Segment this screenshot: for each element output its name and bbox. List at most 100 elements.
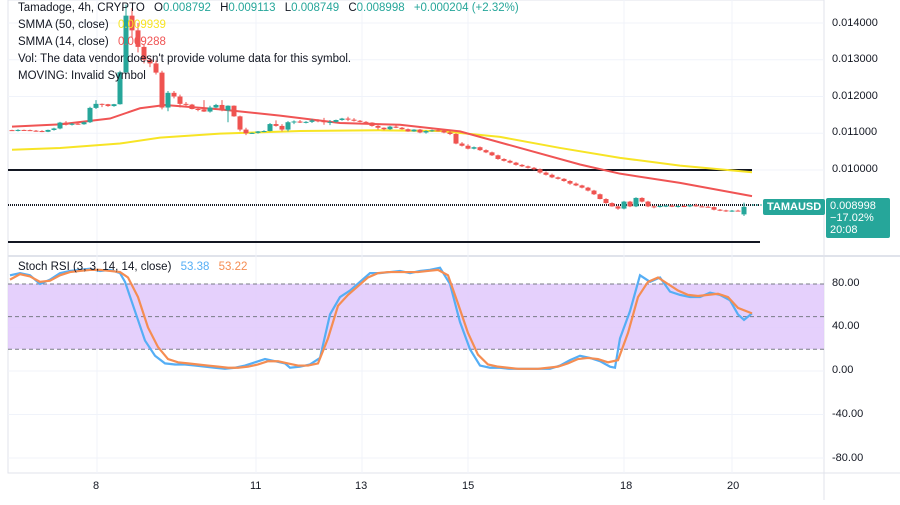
candle-body <box>423 131 429 133</box>
candle-body <box>195 108 201 110</box>
smma14-legend[interactable]: SMMA (14, close) 0.009288 <box>18 34 166 50</box>
candle-body <box>255 131 261 133</box>
smma14-value: 0.009288 <box>117 36 166 48</box>
candle-body <box>537 169 543 173</box>
low-label: L <box>284 2 292 14</box>
candle-body <box>369 122 375 126</box>
candle-body <box>705 206 711 208</box>
candle-body <box>321 121 327 123</box>
candle-body <box>483 150 489 153</box>
stoch-tick: -80.00 <box>832 452 864 464</box>
stoch-tick: -40.00 <box>832 408 864 420</box>
candle-body <box>501 158 507 161</box>
candle-body <box>189 104 195 109</box>
candle-body <box>597 194 603 200</box>
candle-body <box>519 164 525 167</box>
candle-body <box>699 206 705 208</box>
candle-body <box>261 131 267 133</box>
candle-body <box>339 118 345 121</box>
candle-body <box>141 46 147 60</box>
candle-body <box>15 129 21 131</box>
candle-body <box>123 15 129 73</box>
close-value: 0.008998 <box>356 2 405 14</box>
candle-body <box>549 174 555 178</box>
low-value: 0.008749 <box>291 2 340 14</box>
candle-body <box>309 120 315 122</box>
candle-body <box>669 205 675 207</box>
candle-body <box>399 127 405 130</box>
candle-body <box>363 121 369 123</box>
candle-body <box>57 122 63 129</box>
candle-body <box>663 205 669 207</box>
candle-body <box>609 203 615 207</box>
candle-body <box>591 190 597 195</box>
candle-body <box>621 201 627 209</box>
candle-body <box>627 201 633 207</box>
candle-body <box>381 127 387 130</box>
candle-body <box>165 92 171 108</box>
candle-body <box>93 103 99 108</box>
candle-body <box>579 185 585 188</box>
candle-body <box>345 118 351 120</box>
candle-body <box>207 107 213 112</box>
time-tick: 8 <box>93 480 100 492</box>
candle-body <box>21 129 27 131</box>
price-tick: 0.012000 <box>832 90 878 102</box>
candle-body <box>27 130 33 132</box>
candle-body <box>51 128 57 130</box>
change-percent: −17.02% <box>830 212 874 224</box>
stoch-d-value: 53.22 <box>218 261 248 273</box>
candle-body <box>555 177 561 179</box>
candle-body <box>687 205 693 207</box>
candle-body <box>63 122 69 125</box>
candle-body <box>9 130 15 132</box>
candle-body <box>429 130 435 132</box>
candle-body <box>249 132 255 134</box>
candle-body <box>675 206 681 208</box>
candle-body <box>159 72 165 108</box>
last-price: 0.008998 <box>830 200 876 212</box>
candle-body <box>231 105 237 117</box>
smma50-line <box>11 129 753 174</box>
candle-body <box>711 207 717 210</box>
candle-body <box>99 103 105 105</box>
time-tick: 20 <box>727 480 740 492</box>
candle-body <box>387 126 393 130</box>
smma50-legend[interactable]: SMMA (50, close) 0.009939 <box>18 17 166 33</box>
volume-legend[interactable]: Vol: The data vendor doesn't provide vol… <box>18 51 351 67</box>
symbol-price-tag: TAMAUSD <box>763 199 826 215</box>
candle-body <box>471 147 477 149</box>
candle-body <box>219 104 225 111</box>
candle-body <box>441 130 447 133</box>
candle-body <box>513 162 519 165</box>
candle-body <box>729 210 735 212</box>
candle-body <box>735 210 741 212</box>
candle-body <box>297 121 303 123</box>
moving-legend[interactable]: MOVING: Invalid Symbol <box>18 68 146 84</box>
candle-body <box>633 197 639 207</box>
candle-body <box>213 104 219 108</box>
candle-body <box>585 187 591 191</box>
candle-body <box>237 116 243 130</box>
moving-message: MOVING: Invalid Symbol <box>18 70 146 82</box>
candle-body <box>171 92 177 97</box>
candle-body <box>87 107 93 123</box>
candle-body <box>615 206 621 209</box>
candle-body <box>279 125 285 130</box>
candle-body <box>243 129 249 134</box>
candle-body <box>177 96 183 104</box>
open-label: O <box>153 2 163 14</box>
smma14-label: SMMA (14, close) <box>18 36 109 48</box>
candle-body <box>225 105 231 111</box>
candle-body <box>453 133 459 144</box>
candle-body <box>117 72 123 105</box>
candle-body <box>393 126 399 128</box>
candle-body <box>135 30 141 47</box>
stoch-rsi-legend[interactable]: Stoch RSI (3, 3, 14, 14, close) 53.38 53… <box>18 259 247 275</box>
candle-body <box>417 129 423 133</box>
candle-body <box>105 104 111 107</box>
price-tick: 0.014000 <box>832 17 878 29</box>
candle-body <box>327 121 333 123</box>
